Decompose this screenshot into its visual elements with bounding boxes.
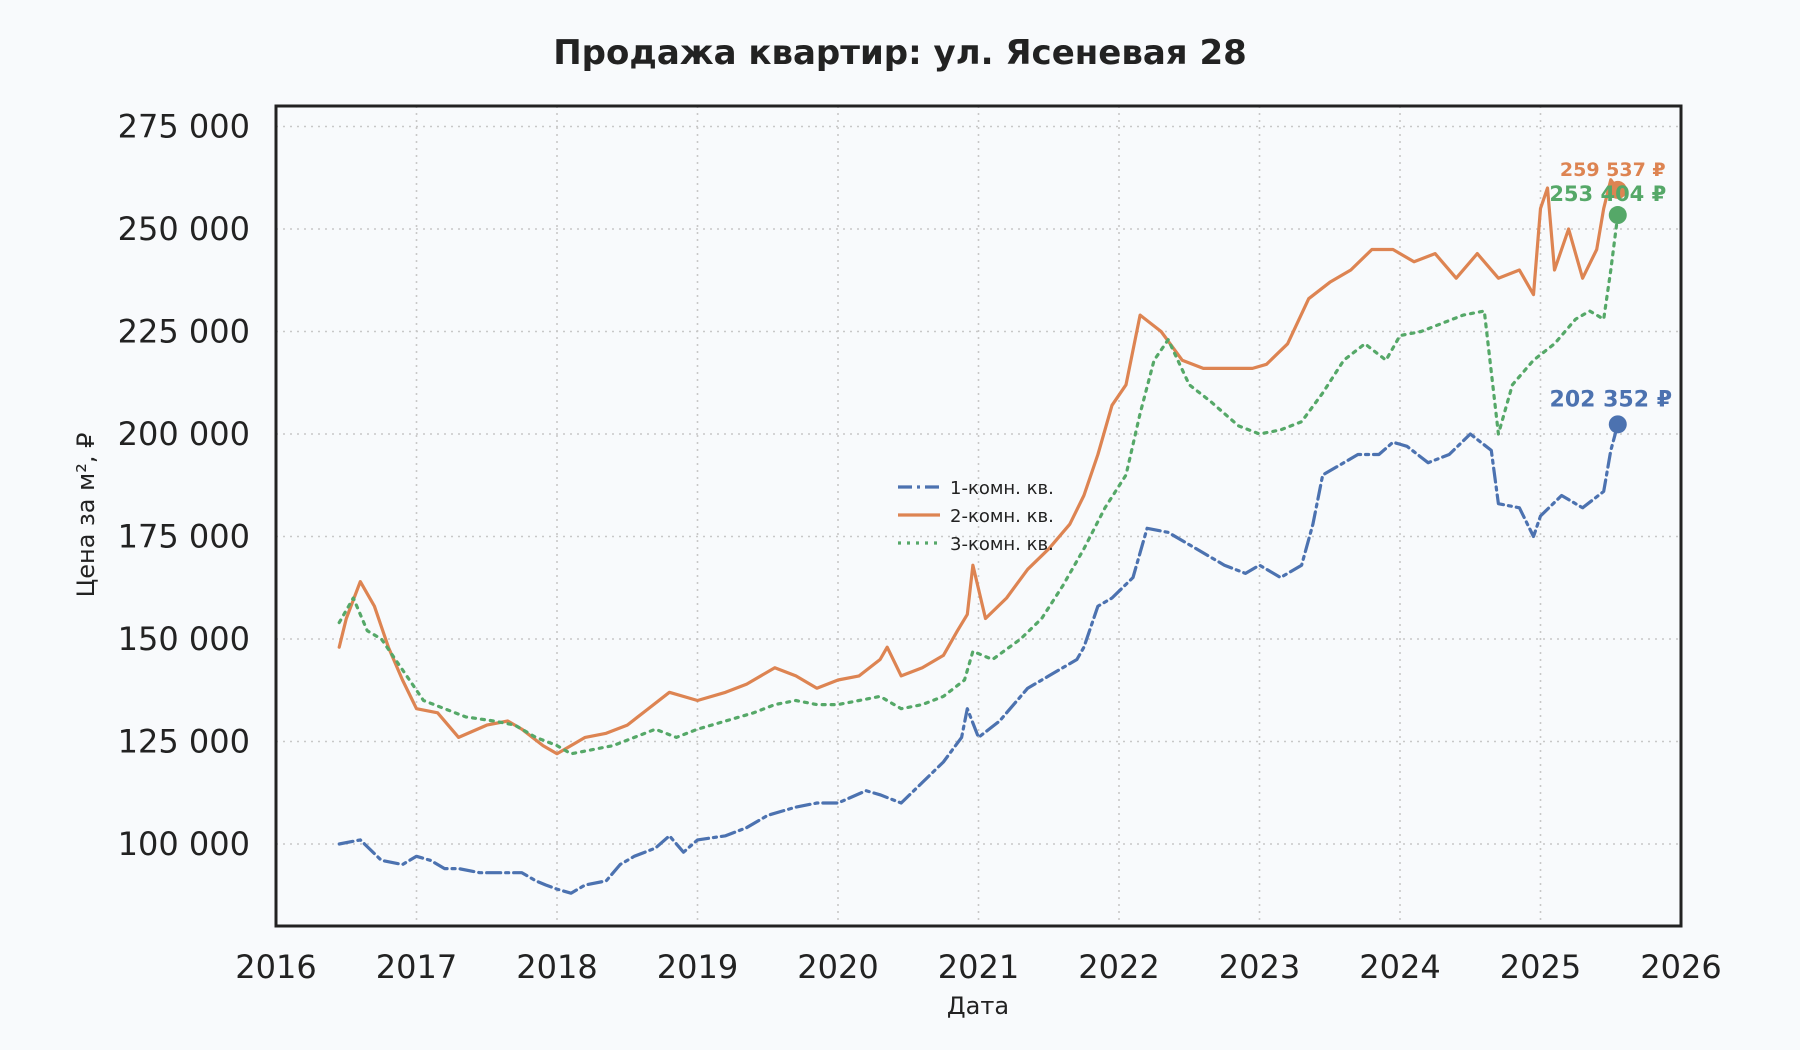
- x-tick-label: 2023: [1219, 948, 1300, 986]
- x-tick-label: 2017: [376, 948, 457, 986]
- x-tick-label: 2025: [1500, 948, 1581, 986]
- x-tick-label: 2018: [516, 948, 597, 986]
- end-marker: [1608, 206, 1627, 225]
- x-tick-label: 2022: [1078, 948, 1159, 986]
- legend: 1-комн. кв. 2-комн. кв. 3-комн. кв.: [898, 478, 1054, 555]
- series-layer: [337, 178, 1620, 895]
- y-axis-label: Цена за м², ₽: [72, 433, 100, 598]
- end-marker: [1608, 180, 1627, 199]
- y-tick-label: 225 000: [118, 313, 250, 351]
- x-axis-label: Дата: [947, 992, 1009, 1020]
- y-tick-label: 250 000: [118, 210, 250, 248]
- y-tick-label: 125 000: [118, 723, 250, 761]
- end-markers: 202 352 ₽ 259 537 ₽253 404 ₽: [1549, 159, 1672, 434]
- end-value-label: 259 537 ₽: [1560, 159, 1666, 181]
- x-tick-label: 2020: [797, 948, 878, 986]
- x-tick-label: 2019: [657, 948, 738, 986]
- series-line-2: [337, 178, 1620, 756]
- series-line-1: [337, 422, 1620, 895]
- series-line-3: [337, 213, 1620, 756]
- grid-layer: [276, 106, 1681, 926]
- y-tick-label: 175 000: [118, 518, 250, 556]
- x-tick-labels: 2016 2017 2018 2019 2020 2021 2022 2023 2024 2025…: [235, 948, 1721, 986]
- x-tick-label: 2021: [938, 948, 1019, 986]
- end-marker: [1608, 415, 1627, 434]
- legend-label: 3-комн. кв.: [950, 534, 1054, 555]
- y-tick-labels: 100 000 125 000 150 000 175 000 200 000 225 0…: [118, 108, 250, 864]
- y-tick-label: 275 000: [118, 108, 250, 146]
- y-tick-label: 100 000: [118, 825, 250, 863]
- legend-label: 1-комн. кв.: [950, 478, 1054, 499]
- x-tick-label: 2026: [1640, 948, 1721, 986]
- x-tick-label: 2024: [1359, 948, 1440, 986]
- y-tick-label: 150 000: [118, 620, 250, 658]
- x-tick-label: 2016: [235, 948, 316, 986]
- end-value-label: 202 352 ₽: [1550, 387, 1672, 412]
- chart-title: Продажа квартир: ул. Ясеневая 28: [553, 33, 1247, 73]
- plot-frame: [274, 104, 1683, 928]
- y-tick-label: 200 000: [118, 415, 250, 453]
- end-value-label: 253 404 ₽: [1549, 182, 1666, 206]
- legend-label: 2-комн. кв.: [950, 506, 1054, 527]
